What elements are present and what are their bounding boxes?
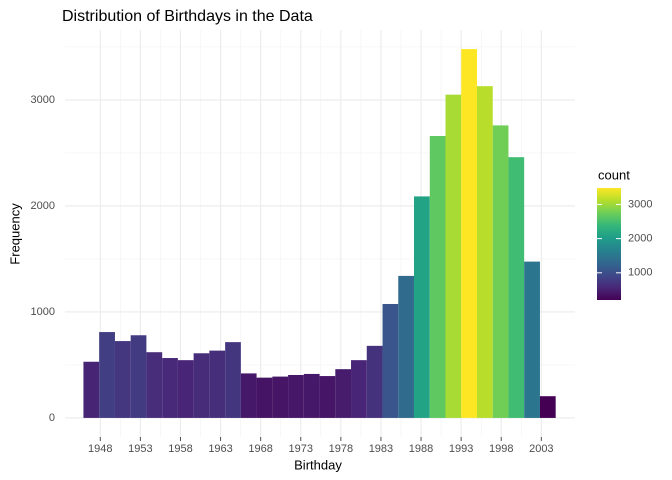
bar (319, 376, 336, 418)
x-tick-label: 1993 (449, 443, 473, 455)
bar (256, 377, 273, 418)
x-tick-label: 1978 (329, 443, 353, 455)
x-tick-label: 1953 (128, 443, 152, 455)
bar (288, 374, 304, 418)
bar (398, 275, 414, 418)
bar (351, 360, 367, 418)
bar (240, 373, 257, 418)
x-axis-label: Birthday (294, 457, 342, 472)
legend-tick-label: 3000 (628, 198, 652, 210)
y-tick-label: 2000 (31, 200, 55, 212)
bar (83, 361, 100, 418)
y-tick-label: 1000 (31, 306, 55, 318)
x-tick-label: 1968 (248, 443, 272, 455)
bar (272, 376, 289, 418)
bar (366, 345, 383, 418)
bar (477, 86, 493, 418)
bar (130, 335, 147, 418)
x-tick-label: 2003 (529, 443, 553, 455)
bar (539, 396, 556, 418)
x-tick-label: 1963 (208, 443, 232, 455)
x-tick-label: 1983 (369, 443, 393, 455)
bar (162, 358, 178, 418)
bar (177, 360, 194, 418)
bar (225, 342, 241, 418)
bar (335, 369, 352, 418)
legend-tick-label: 1000 (628, 267, 652, 279)
bar (193, 353, 210, 418)
x-tick-label: 1958 (168, 443, 192, 455)
bar (146, 352, 163, 418)
legend-tick-label: 2000 (628, 233, 652, 245)
x-tick-label: 1948 (88, 443, 112, 455)
bar (492, 125, 509, 418)
bar (461, 49, 478, 418)
bar (99, 332, 115, 418)
bar (382, 303, 399, 418)
x-tick-label: 1973 (289, 443, 313, 455)
bar (524, 261, 540, 418)
x-tick-label: 1998 (489, 443, 513, 455)
colorbar (597, 188, 621, 300)
bar (429, 135, 446, 418)
y-tick-label: 0 (49, 412, 55, 424)
x-tick-label: 1988 (409, 443, 433, 455)
bar (209, 350, 226, 418)
y-axis-label: Frequency (7, 203, 22, 265)
bar (508, 157, 525, 418)
bar (445, 94, 462, 418)
bar (114, 341, 131, 418)
chart-title: Distribution of Birthdays in the Data (62, 8, 313, 25)
bar (303, 373, 320, 418)
legend-title: count (598, 167, 630, 182)
bar (413, 196, 430, 418)
y-tick-label: 3000 (31, 94, 55, 106)
